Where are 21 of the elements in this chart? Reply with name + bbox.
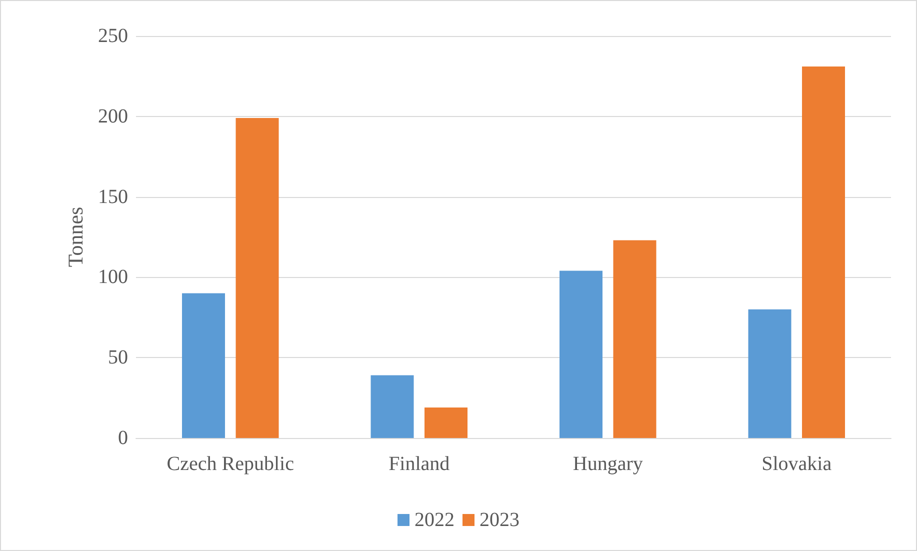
bar (182, 293, 225, 438)
bar (370, 375, 414, 438)
y-tick-label: 150 (98, 186, 128, 208)
bar (236, 118, 279, 438)
x-tick-label: Czech Republic (166, 453, 294, 475)
legend-label: 2022 (414, 509, 454, 531)
y-tick-label: 100 (98, 266, 128, 288)
bar (748, 309, 792, 438)
bar (613, 240, 656, 438)
x-tick-label: Hungary (572, 453, 643, 475)
y-tick-label: 200 (98, 105, 128, 128)
legend-label: 2023 (480, 509, 520, 531)
y-tick-label: 50 (108, 346, 128, 369)
bar (560, 270, 602, 438)
bar (802, 66, 845, 438)
y-tick-label: 250 (98, 25, 128, 47)
bar (424, 407, 468, 438)
y-tick-label: 0 (118, 427, 128, 449)
x-tick-label: Slovakia (762, 453, 832, 475)
y-axis-title: Tonnes (64, 206, 88, 268)
x-tick-label: Finland (388, 453, 450, 475)
